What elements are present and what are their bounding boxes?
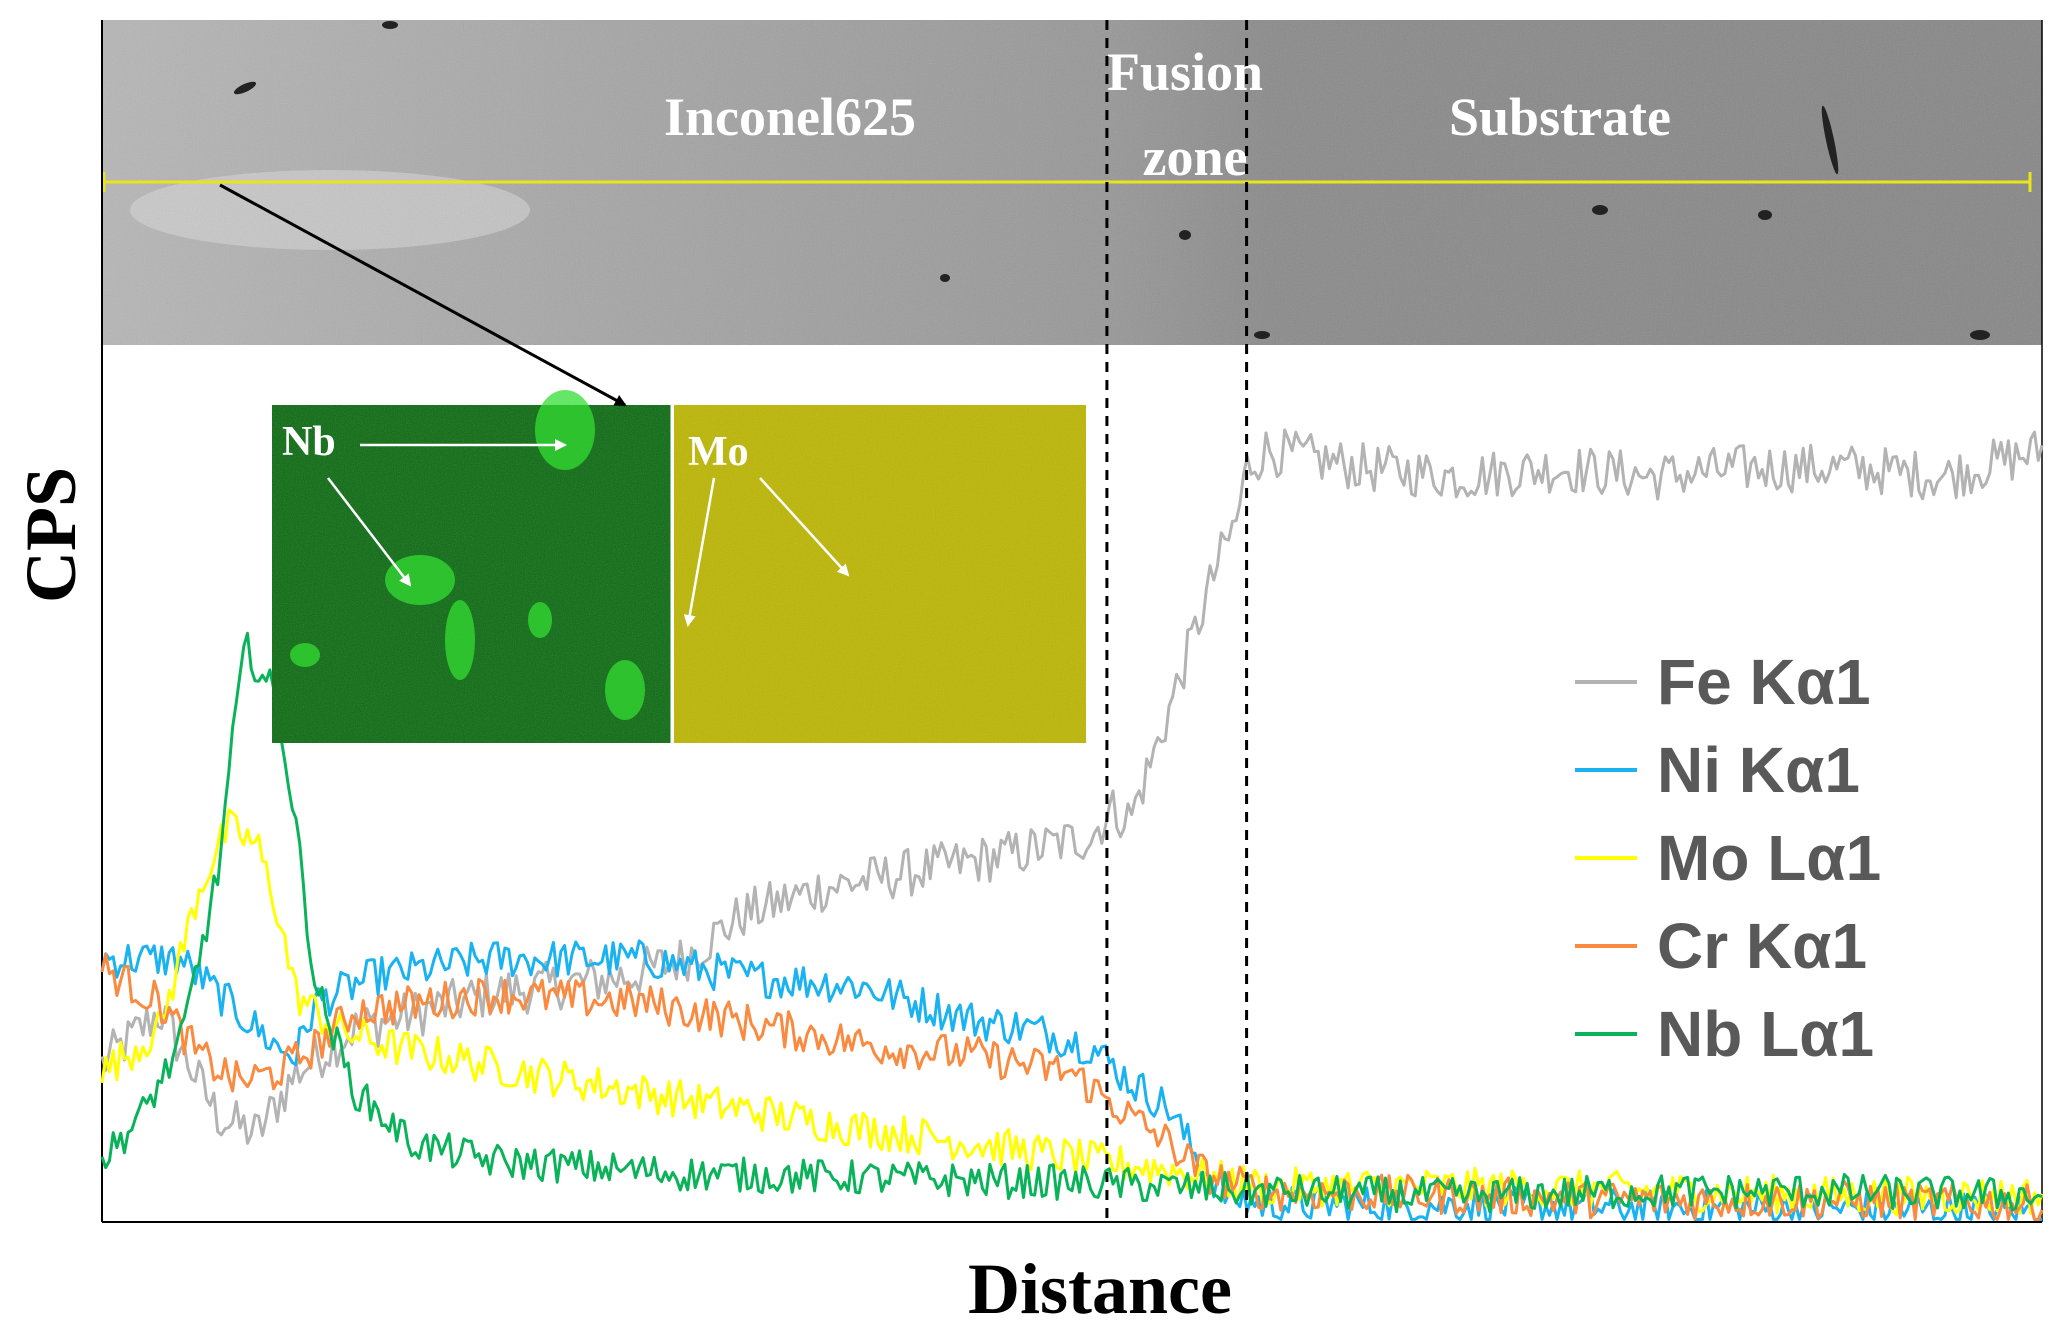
series-line-fe xyxy=(100,428,2044,1145)
series-line-ni xyxy=(100,939,2042,1221)
label-inconel625: Inconel625 xyxy=(664,87,916,147)
mo-map-grain xyxy=(674,405,1086,743)
label-substrate: Substrate xyxy=(1449,87,1671,147)
legend-item-fe: Fe Kα1 xyxy=(1575,646,1871,718)
mo-arrow-right xyxy=(759,477,850,577)
zone-divider-layer xyxy=(1105,20,1249,1222)
legend-label: Mo Lα1 xyxy=(1657,822,1881,894)
sem-micrograph: Inconel625 Fusion zone Substrate xyxy=(102,20,2042,345)
legend-label: Fe Kα1 xyxy=(1657,646,1871,718)
legend-label: Nb Lα1 xyxy=(1657,998,1874,1070)
legend-label: Cr Kα1 xyxy=(1657,910,1867,982)
inset-elemental-maps: Nb Mo xyxy=(272,390,1086,743)
label-zone: zone xyxy=(1143,127,1248,187)
mo-arrow-left xyxy=(683,477,716,627)
legend-label: Ni Kα1 xyxy=(1657,734,1860,806)
nb-arrow-down xyxy=(327,477,412,587)
label-fusion: Fusion xyxy=(1107,42,1263,102)
nb-map-segregation-spots xyxy=(290,390,645,720)
y-axis-title: CPS xyxy=(11,467,91,603)
series-line-nb xyxy=(100,631,2043,1214)
x-axis-title: Distance xyxy=(968,1249,1232,1329)
legend: Fe Kα1 Ni Kα1 Mo Lα1 Cr Kα1 Nb Lα1 xyxy=(1575,646,1881,1070)
legend-item-nb: Nb Lα1 xyxy=(1575,998,1874,1070)
mo-map-label: Mo xyxy=(688,429,749,475)
series-layer xyxy=(100,428,2044,1221)
legend-item-ni: Ni Kα1 xyxy=(1575,734,1860,806)
sem-dark-defects xyxy=(233,21,1990,340)
nb-map-label: Nb xyxy=(282,419,336,465)
legend-item-mo: Mo Lα1 xyxy=(1575,822,1881,894)
series-line-cr xyxy=(100,952,2044,1221)
legend-item-cr: Cr Kα1 xyxy=(1575,910,1867,982)
inset-pointer-arrow xyxy=(219,183,627,407)
